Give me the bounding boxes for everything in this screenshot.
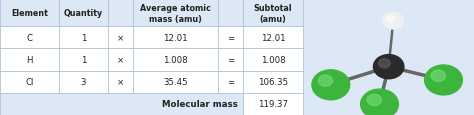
Text: =: = xyxy=(227,78,234,86)
Text: 119.37: 119.37 xyxy=(258,99,288,108)
Text: =: = xyxy=(227,34,234,42)
Text: Subtotal
(amu): Subtotal (amu) xyxy=(254,4,292,23)
Bar xyxy=(108,27,133,49)
Bar xyxy=(108,49,133,71)
Text: 1: 1 xyxy=(81,34,86,42)
Text: Average atomic
mass (amu): Average atomic mass (amu) xyxy=(140,4,211,23)
Circle shape xyxy=(431,70,446,82)
Bar xyxy=(243,49,303,71)
Circle shape xyxy=(425,65,463,95)
Text: 106.35: 106.35 xyxy=(258,78,288,86)
Text: 3: 3 xyxy=(81,78,86,86)
Text: 1.008: 1.008 xyxy=(261,56,285,64)
Text: ×: × xyxy=(117,78,124,86)
Circle shape xyxy=(379,59,390,68)
Text: ×: × xyxy=(117,56,124,64)
Text: Quantity: Quantity xyxy=(64,9,103,18)
Bar xyxy=(108,0,133,27)
Circle shape xyxy=(361,89,399,115)
Text: 12.01: 12.01 xyxy=(261,34,285,42)
Bar xyxy=(218,0,243,27)
Bar xyxy=(218,27,243,49)
Circle shape xyxy=(386,16,394,22)
Bar xyxy=(133,49,218,71)
Text: 1.008: 1.008 xyxy=(163,56,188,64)
Text: 12.01: 12.01 xyxy=(163,34,188,42)
Bar xyxy=(243,0,303,27)
Bar xyxy=(59,49,108,71)
Text: 1: 1 xyxy=(81,56,86,64)
Text: 35.45: 35.45 xyxy=(163,78,188,86)
Circle shape xyxy=(312,70,350,100)
Bar xyxy=(218,71,243,93)
Circle shape xyxy=(367,94,382,106)
Text: H: H xyxy=(26,56,33,64)
Bar xyxy=(133,0,218,27)
Text: ×: × xyxy=(117,34,124,42)
Bar xyxy=(0,49,59,71)
Bar xyxy=(243,27,303,49)
Bar xyxy=(108,71,133,93)
Bar xyxy=(218,49,243,71)
Bar xyxy=(0,71,59,93)
Text: Molecular mass: Molecular mass xyxy=(163,99,238,108)
Circle shape xyxy=(383,13,404,30)
Bar xyxy=(59,71,108,93)
Bar xyxy=(59,0,108,27)
Bar xyxy=(133,71,218,93)
Bar xyxy=(0,27,59,49)
Circle shape xyxy=(319,75,333,86)
Bar xyxy=(0,0,59,27)
Bar xyxy=(243,93,303,115)
Bar xyxy=(133,27,218,49)
Text: C: C xyxy=(27,34,32,42)
Text: Cl: Cl xyxy=(25,78,34,86)
Bar xyxy=(59,27,108,49)
Text: Element: Element xyxy=(11,9,48,18)
Bar xyxy=(0,93,243,115)
Text: =: = xyxy=(227,56,234,64)
Bar xyxy=(243,71,303,93)
Circle shape xyxy=(374,55,404,79)
